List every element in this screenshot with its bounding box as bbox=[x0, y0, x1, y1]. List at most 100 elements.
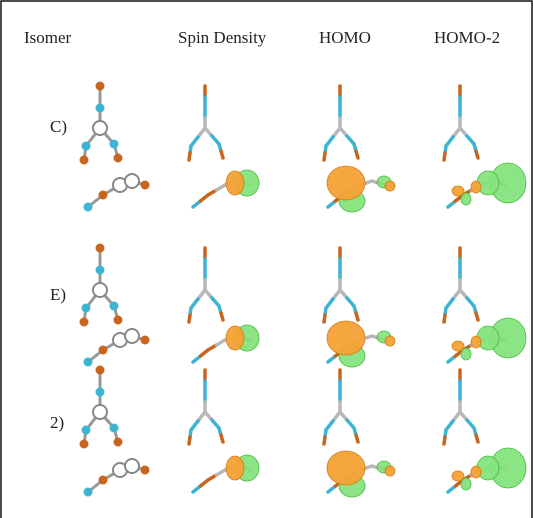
atom bbox=[83, 487, 93, 497]
bond bbox=[203, 410, 214, 422]
bond bbox=[189, 297, 200, 310]
atom bbox=[79, 317, 89, 327]
atom bbox=[140, 180, 150, 190]
bond bbox=[219, 311, 225, 322]
orbital-lobe bbox=[460, 477, 472, 491]
atom bbox=[95, 265, 105, 275]
bond bbox=[203, 288, 214, 300]
bond bbox=[331, 410, 342, 423]
bond bbox=[458, 126, 469, 138]
atom bbox=[95, 243, 105, 253]
atom bbox=[95, 387, 105, 397]
atom bbox=[109, 139, 119, 149]
bond bbox=[210, 296, 221, 308]
column-header: HOMO-2 bbox=[434, 28, 500, 47]
orbital-lobe bbox=[326, 320, 366, 356]
bond bbox=[203, 126, 214, 138]
bond bbox=[322, 435, 327, 446]
bond bbox=[345, 296, 356, 308]
bond bbox=[219, 433, 225, 444]
orbital-lobe bbox=[460, 192, 472, 206]
bond bbox=[354, 433, 360, 444]
column-header: HOMO bbox=[319, 28, 371, 47]
atom bbox=[109, 301, 119, 311]
bond bbox=[451, 288, 462, 301]
atom bbox=[140, 465, 150, 475]
bond bbox=[324, 297, 335, 310]
orbital-lobe bbox=[451, 470, 465, 482]
column-header: Spin Density bbox=[178, 28, 267, 47]
orbital-lobe bbox=[225, 170, 245, 196]
bond bbox=[451, 410, 462, 423]
bond bbox=[458, 410, 469, 422]
bond bbox=[189, 135, 200, 148]
orbital-lobe bbox=[476, 325, 500, 351]
atom bbox=[81, 141, 91, 151]
orbital-lobe bbox=[384, 335, 396, 347]
bond bbox=[196, 288, 207, 301]
atom bbox=[98, 475, 108, 485]
bond bbox=[196, 126, 207, 139]
bond bbox=[338, 126, 349, 138]
orbital-lobe bbox=[470, 180, 482, 194]
atom bbox=[95, 81, 105, 91]
bond bbox=[210, 134, 221, 146]
atom bbox=[83, 202, 93, 212]
bond bbox=[474, 433, 480, 444]
molecules bbox=[79, 81, 527, 498]
atom bbox=[113, 153, 123, 163]
atom bbox=[92, 282, 108, 298]
row-label: C) bbox=[50, 117, 67, 136]
atom bbox=[92, 120, 108, 136]
bond bbox=[345, 134, 356, 146]
atom bbox=[81, 303, 91, 313]
orbital-lobe bbox=[470, 335, 482, 349]
bond bbox=[322, 313, 327, 324]
atom bbox=[95, 365, 105, 375]
orbital-lobe bbox=[225, 325, 245, 351]
atom bbox=[140, 335, 150, 345]
bond bbox=[444, 419, 455, 432]
bond bbox=[324, 419, 335, 432]
atom bbox=[98, 345, 108, 355]
atom bbox=[113, 315, 123, 325]
bond bbox=[444, 297, 455, 310]
atom bbox=[92, 404, 108, 420]
bond bbox=[187, 313, 192, 324]
atom bbox=[109, 423, 119, 433]
bond bbox=[219, 149, 225, 160]
bond bbox=[444, 135, 455, 148]
bond bbox=[474, 311, 480, 322]
orbital-lobe bbox=[451, 185, 465, 197]
bond bbox=[322, 151, 327, 162]
bond bbox=[338, 288, 349, 300]
bond bbox=[345, 418, 356, 430]
bond bbox=[451, 126, 462, 139]
atom bbox=[83, 357, 93, 367]
column-header: Isomer bbox=[24, 28, 72, 47]
orbital-lobe bbox=[476, 170, 500, 196]
bond bbox=[210, 418, 221, 430]
atom bbox=[79, 439, 89, 449]
orbital-lobe bbox=[476, 455, 500, 481]
orbital-lobe bbox=[326, 450, 366, 486]
atom bbox=[95, 103, 105, 113]
row-label: 2) bbox=[50, 413, 64, 432]
bond bbox=[196, 410, 207, 423]
atom bbox=[81, 425, 91, 435]
atom bbox=[79, 155, 89, 165]
orbital-lobe bbox=[460, 347, 472, 361]
atom bbox=[124, 328, 140, 344]
orbital-lobe bbox=[326, 165, 366, 201]
bond bbox=[442, 313, 447, 324]
atom bbox=[98, 190, 108, 200]
row-label: E) bbox=[50, 285, 66, 304]
bond bbox=[442, 435, 447, 446]
bond bbox=[354, 149, 360, 160]
bond bbox=[474, 149, 480, 160]
bond bbox=[187, 435, 192, 446]
bond bbox=[187, 151, 192, 162]
bond bbox=[465, 134, 476, 146]
